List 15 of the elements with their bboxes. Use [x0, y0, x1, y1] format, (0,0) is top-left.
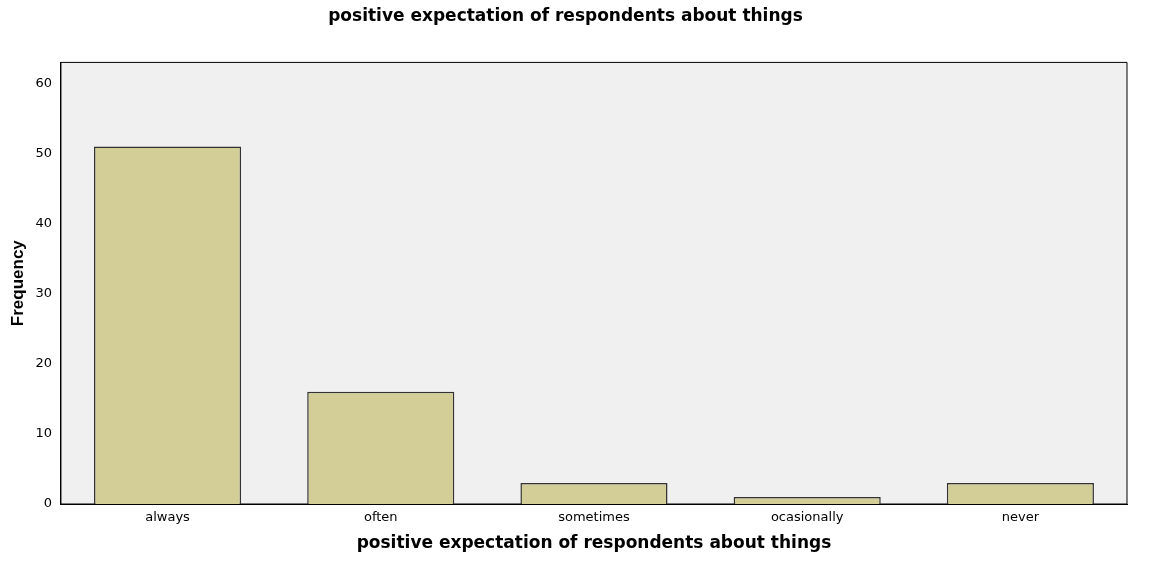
x-tick-label: ocasionally [770, 509, 844, 525]
chart-title: positive expectation of respondents about things [328, 4, 803, 25]
y-tick-label: 0 [43, 495, 52, 511]
y-tick-label: 10 [35, 425, 52, 441]
x-tick-label: sometimes [558, 509, 630, 525]
y-tick-label: 60 [35, 74, 52, 90]
y-tick-label: 20 [35, 355, 52, 371]
y-tick-label: 40 [35, 214, 52, 230]
y-axis-title: Frequency [7, 239, 27, 327]
y-tick-label: 30 [35, 285, 52, 301]
x-tick-label: always [145, 509, 191, 525]
x-tick-label: never [1001, 509, 1040, 525]
x-tick-label: often [363, 509, 398, 525]
y-tick-label: 50 [35, 144, 52, 160]
x-axis-title: positive expectation of respondents about things [356, 532, 832, 553]
